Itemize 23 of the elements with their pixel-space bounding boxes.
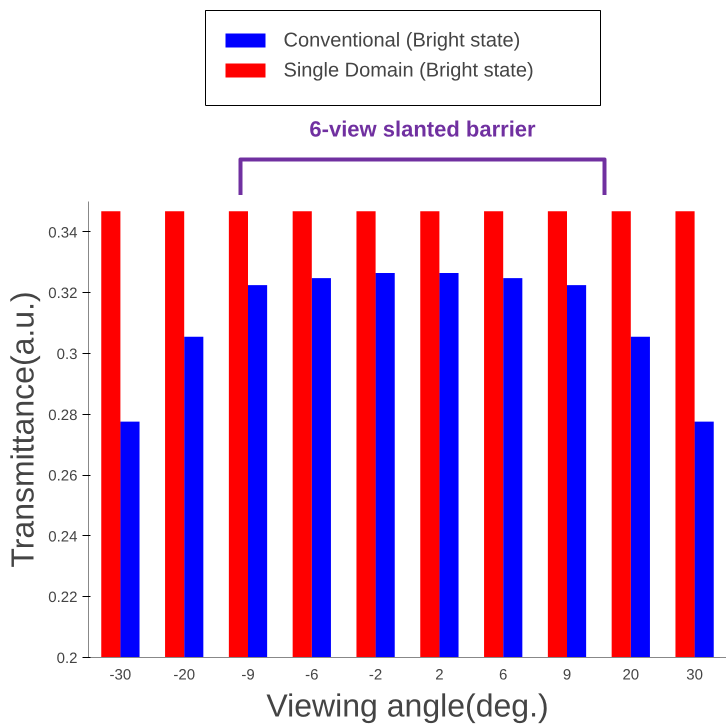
text: 6-view slanted barrier (309, 116, 536, 142)
y-axis-title: Transmittance(a.u.) (4, 291, 40, 568)
x-tick-label: -6 (305, 666, 318, 684)
y-tick-label: 0.22 (48, 589, 78, 606)
legend-label: Conventional (Bright state) (284, 30, 520, 52)
x-tick-label: 30 (686, 666, 703, 684)
x-tick-label: -9 (241, 666, 255, 684)
x-tick-label: 9 (562, 666, 572, 684)
x-tick-label: -2 (368, 666, 382, 684)
y-tick-label: 0.34 (48, 224, 78, 242)
x-tick-label: -20 (173, 666, 196, 684)
x-tick-label: 6 (499, 666, 508, 684)
y-tick-label: 0.28 (48, 406, 78, 424)
y-tick-label: 0.26 (48, 468, 78, 485)
y-tick-label: 0.2 (56, 650, 78, 667)
legend-label: Single Domain (Bright state) (284, 60, 534, 82)
x-tick-label: 20 (622, 666, 640, 684)
y-tick-label: 0.3 (56, 346, 78, 363)
x-tick-label: 2 (435, 666, 444, 684)
y-tick-label: 0.24 (48, 528, 78, 546)
x-tick-label: -30 (110, 666, 132, 684)
y-tick-label: 0.32 (48, 285, 78, 302)
x-axis-title: Viewing angle(deg.) (266, 688, 549, 724)
